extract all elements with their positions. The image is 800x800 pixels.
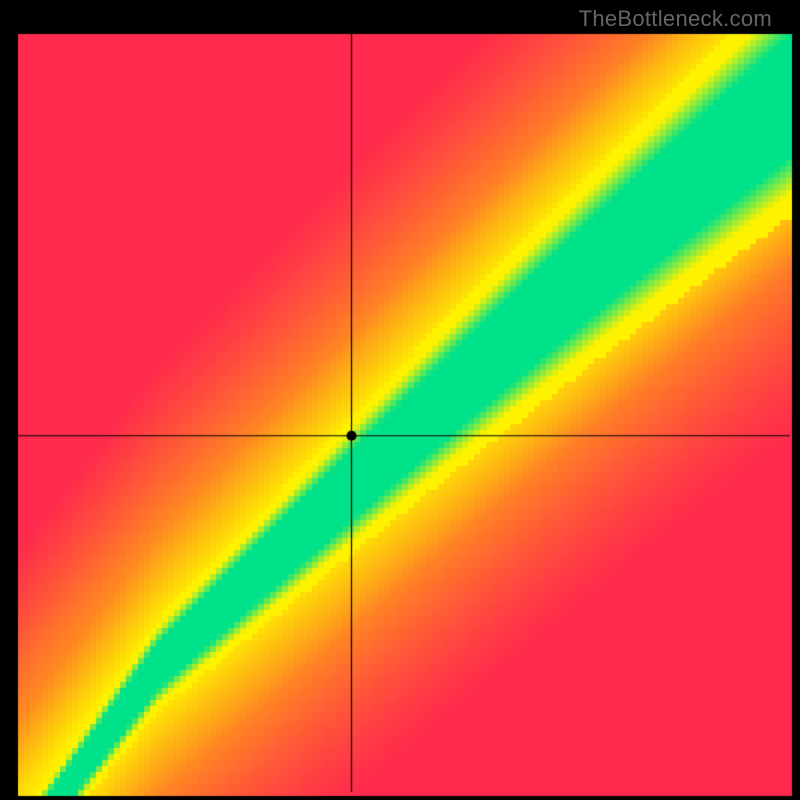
bottleneck-heatmap [0, 0, 800, 800]
watermark-text: TheBottleneck.com [579, 6, 772, 32]
